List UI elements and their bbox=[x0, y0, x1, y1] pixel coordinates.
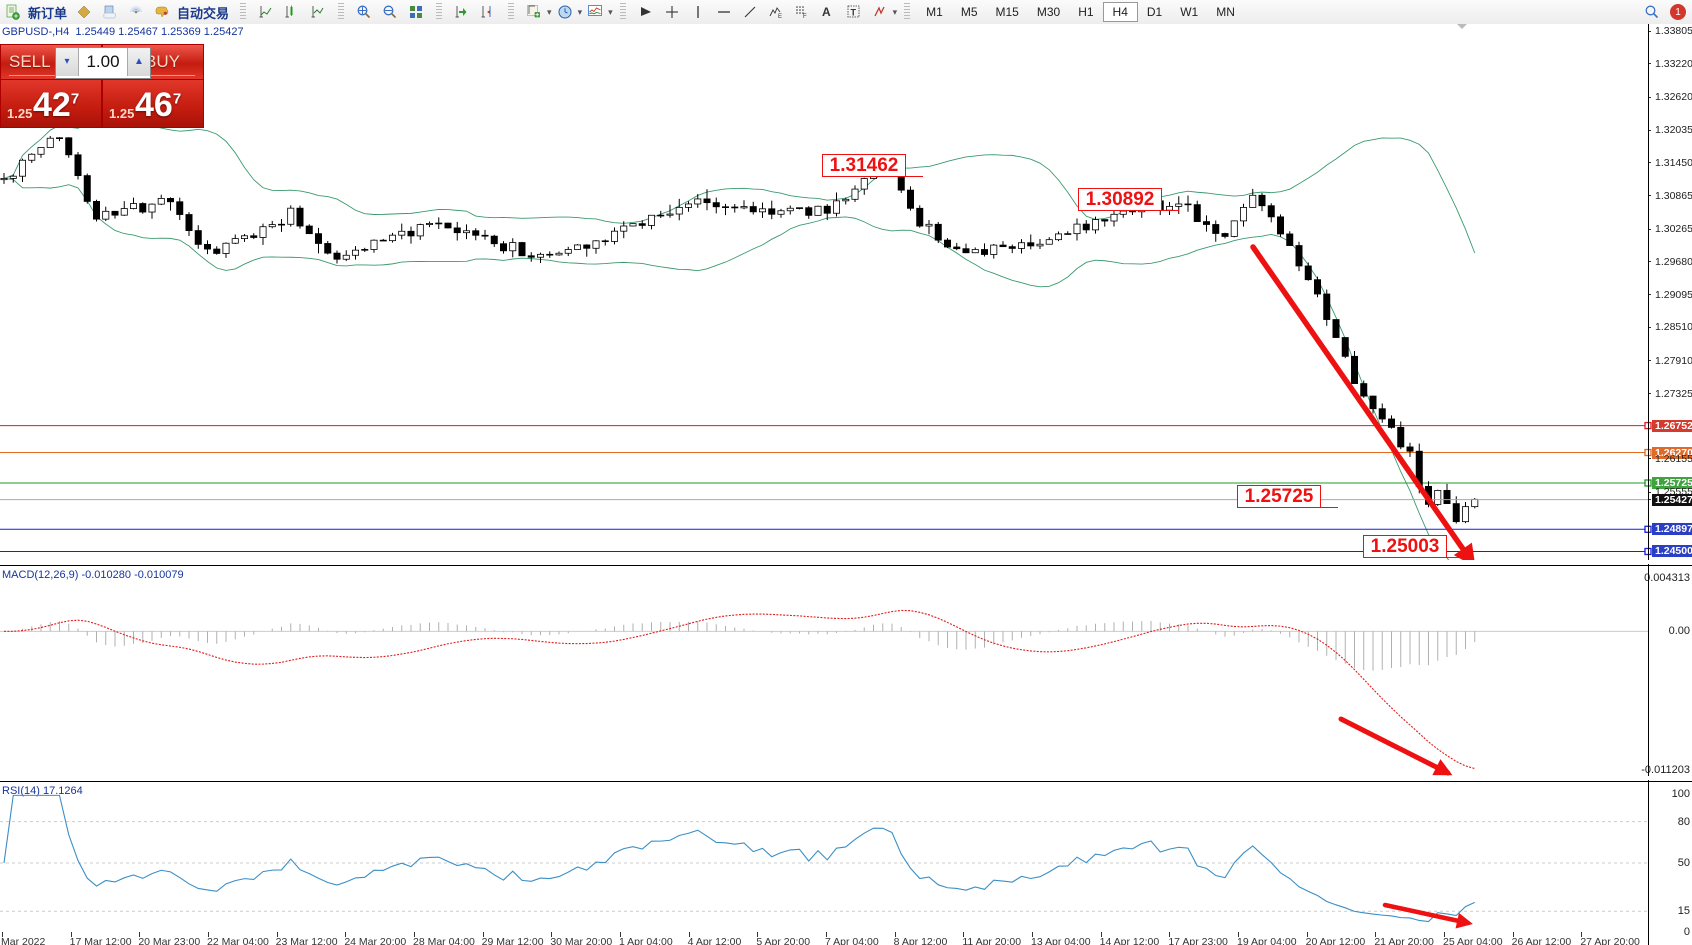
svg-text:E: E bbox=[778, 14, 782, 20]
svg-text:T: T bbox=[850, 8, 856, 18]
svg-text:A: A bbox=[822, 5, 831, 19]
svg-text:F: F bbox=[803, 14, 807, 20]
